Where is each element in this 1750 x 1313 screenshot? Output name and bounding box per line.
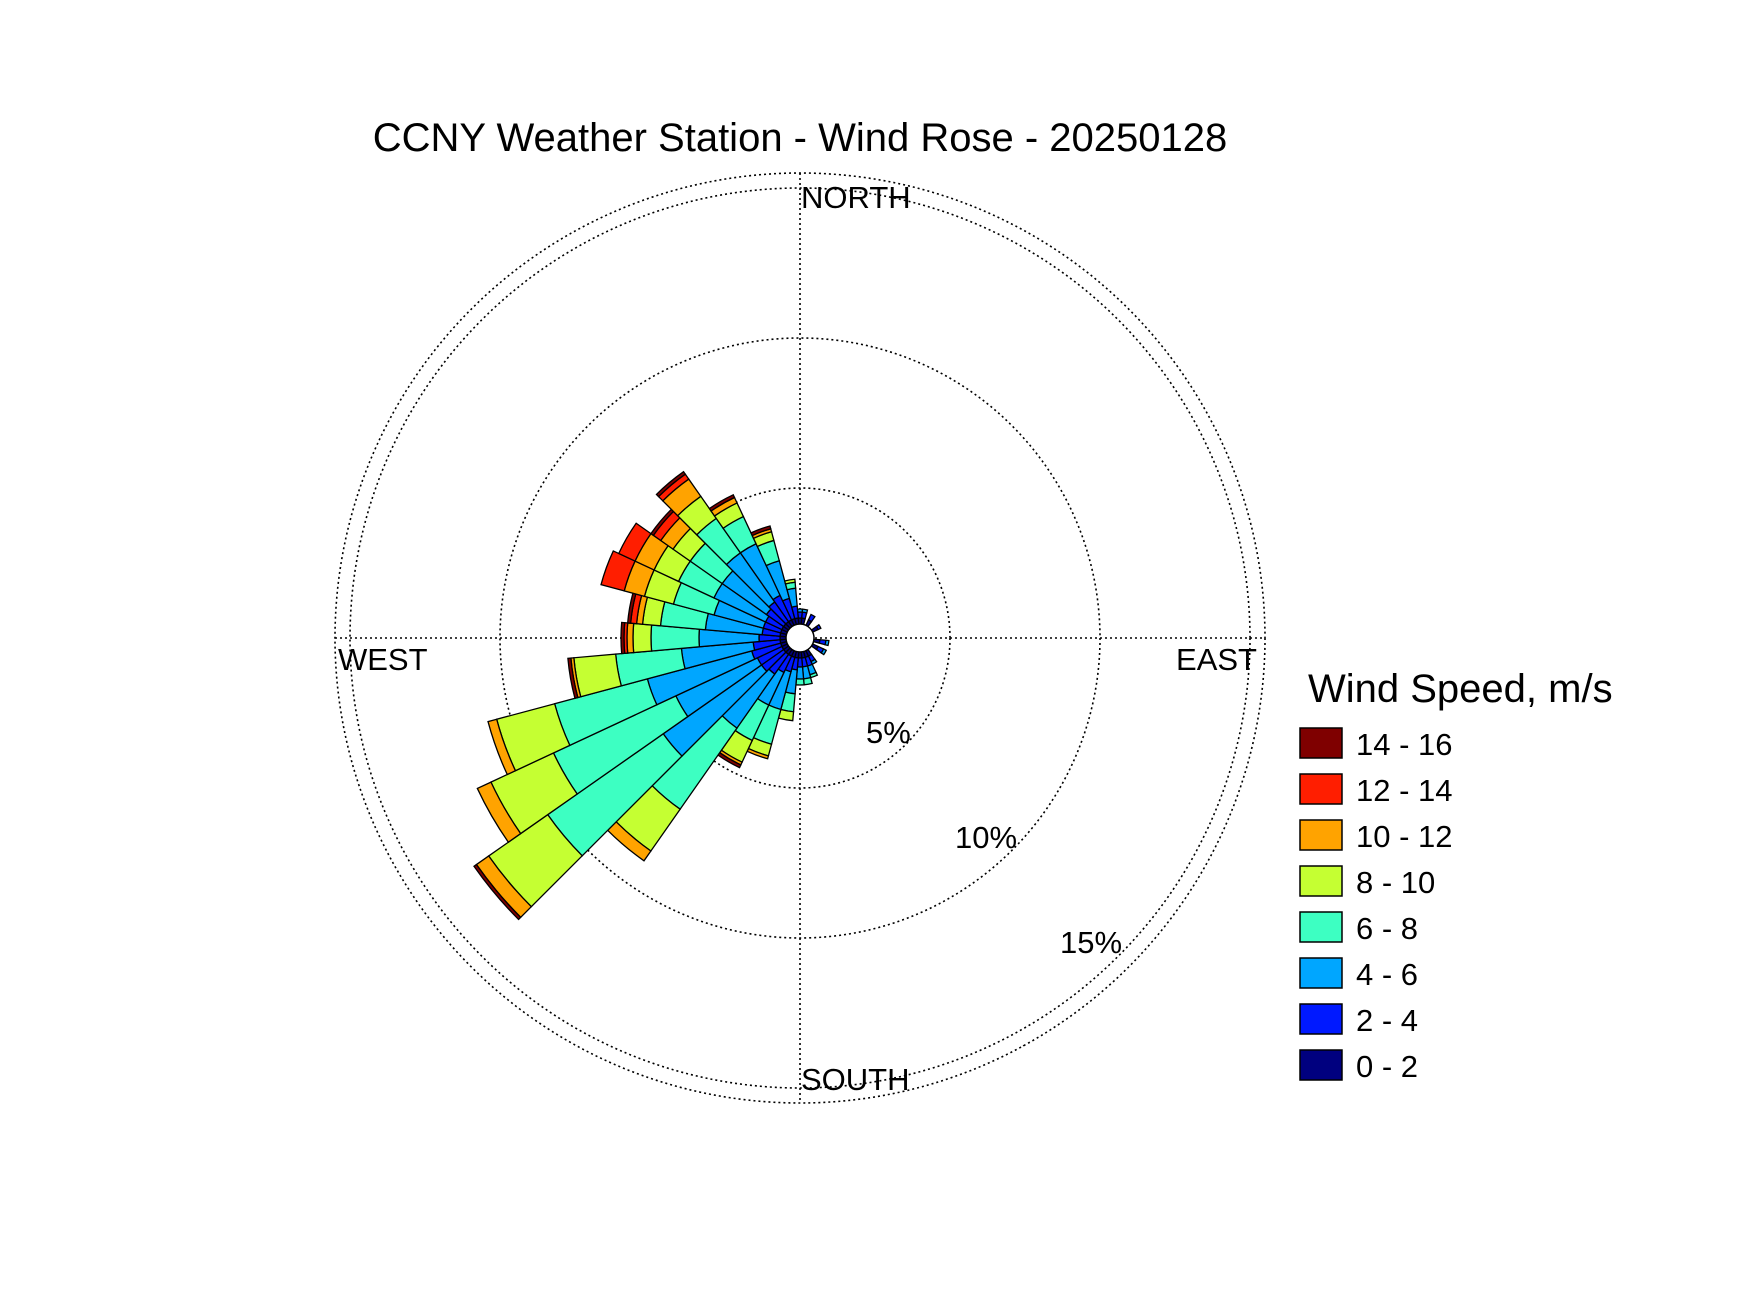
sector-230 [473, 645, 792, 921]
sector-250 [487, 640, 789, 776]
direction-label-west: WEST [338, 642, 428, 677]
sector-260-bin-7 [567, 657, 579, 700]
legend-label: 12 - 14 [1356, 773, 1453, 808]
sector-340 [750, 525, 798, 627]
legend-label: 10 - 12 [1356, 819, 1453, 854]
sector-250-bin-5 [487, 718, 517, 776]
legend: Wind Speed, m/s 14 - 16 12 - 14 10 - 12 8 -… [1299, 667, 1613, 1084]
wind-sectors [473, 470, 830, 921]
legend-item: 10 - 12 [1299, 819, 1453, 854]
legend-swatch [1299, 773, 1343, 805]
legend-swatch [1299, 1049, 1343, 1081]
legend-label: 14 - 16 [1356, 727, 1453, 762]
legend-item: 0 - 2 [1299, 1049, 1418, 1084]
sector-320-bin-7 [655, 470, 687, 498]
sector-230-bin-7 [473, 863, 522, 921]
sector-270-bin-7 [620, 621, 626, 655]
ring-label-15: 15% [1060, 925, 1122, 960]
sector-10-bin-2 [801, 608, 809, 614]
legend-item: 14 - 16 [1299, 727, 1453, 762]
legend-swatch [1299, 727, 1343, 759]
legend-item: 4 - 6 [1299, 957, 1418, 992]
legend-label: 0 - 2 [1356, 1049, 1418, 1084]
sector-120 [810, 643, 828, 656]
sector-210 [717, 648, 795, 769]
center-hub [785, 623, 815, 653]
legend-item: 6 - 8 [1299, 911, 1418, 946]
sector-240-bin-5 [476, 781, 522, 844]
sector-270-bin-5 [626, 622, 635, 654]
sector-260 [567, 638, 788, 700]
sector-200 [746, 649, 798, 760]
sector-340-bin-7 [750, 525, 772, 537]
sector-240 [476, 643, 790, 844]
legend-item: 2 - 4 [1299, 1003, 1418, 1038]
sector-100 [812, 638, 830, 647]
legend-swatch [1299, 911, 1343, 943]
chart-title: CCNY Weather Station - Wind Rose - 20250… [373, 116, 1228, 160]
legend-title: Wind Speed, m/s [1308, 667, 1613, 711]
sector-30-bin-1 [807, 613, 816, 623]
sector-300-bin-6 [617, 522, 652, 562]
sector-290-bin-6 [600, 550, 636, 592]
sector-120-bin-2 [820, 648, 828, 656]
legend-swatch [1299, 865, 1343, 897]
sector-220 [606, 646, 793, 862]
sector-350-bin-4 [783, 578, 796, 585]
sector-10 [800, 608, 809, 626]
direction-label-north: NORTH [801, 180, 911, 215]
sector-330-bin-7 [708, 493, 736, 512]
sector-180-bin-3 [795, 678, 805, 686]
ring-label-5: 5% [866, 715, 911, 750]
sector-100-bin-2 [824, 639, 830, 647]
sector-60-bin-1 [815, 623, 822, 631]
legend-swatch [1299, 819, 1343, 851]
legend-swatch [1299, 957, 1343, 989]
polar-grid [334, 172, 1266, 1104]
legend-label: 8 - 10 [1356, 865, 1435, 900]
direction-label-south: SOUTH [801, 1062, 910, 1097]
legend-label: 4 - 6 [1356, 957, 1418, 992]
legend-label: 2 - 4 [1356, 1003, 1418, 1038]
ring-label-10: 10% [955, 820, 1017, 855]
sector-170-bin-3 [802, 676, 813, 686]
legend-swatch [1299, 1003, 1343, 1035]
legend-label: 6 - 8 [1356, 911, 1418, 946]
sector-30 [805, 613, 816, 628]
legend-item: 8 - 10 [1299, 865, 1435, 900]
center-hub-circle [785, 623, 815, 653]
direction-label-east: EAST [1176, 642, 1257, 677]
legend-item: 12 - 14 [1299, 773, 1453, 808]
sector-330 [708, 493, 795, 628]
legend-items: 14 - 16 12 - 14 10 - 12 8 - 10 6 - 8 4 - 6 2 -… [1299, 727, 1453, 1084]
sector-290 [600, 550, 789, 636]
sector-270-bin-4 [632, 622, 653, 654]
